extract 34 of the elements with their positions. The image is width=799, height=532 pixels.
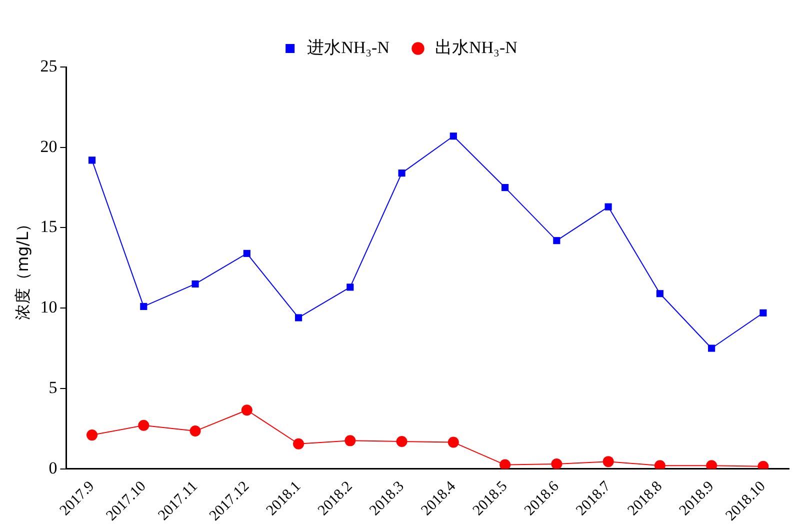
point: [502, 184, 509, 192]
point: [140, 302, 148, 310]
point: [346, 284, 354, 291]
y-tick-label: 0: [48, 458, 58, 478]
point: [241, 404, 252, 416]
point: [760, 309, 767, 316]
point: [294, 314, 302, 322]
point: [138, 420, 150, 431]
point: [88, 156, 96, 164]
point: [450, 132, 457, 140]
point: [553, 237, 560, 244]
point: [708, 344, 716, 352]
legend-label: 出水NH₃-N: [435, 38, 518, 57]
point: [344, 435, 356, 446]
y-tick-label: 25: [40, 56, 58, 76]
point: [192, 280, 199, 288]
point: [448, 436, 459, 448]
point: [243, 250, 250, 257]
point: [604, 203, 612, 210]
point: [398, 170, 406, 177]
point: [602, 456, 614, 468]
y-tick-label: 15: [40, 217, 58, 236]
y-axis-title: 浓度（mg/L）: [12, 216, 32, 320]
point: [551, 458, 562, 469]
point: [190, 426, 201, 437]
y-tick-label: 20: [40, 136, 58, 156]
point: [656, 290, 664, 298]
point: [86, 430, 98, 441]
y-tick-label: 5: [48, 378, 58, 397]
point: [500, 459, 511, 469]
point: [293, 438, 304, 450]
y-tick-label: 10: [40, 298, 58, 317]
legend-label: 进水NH₃-N: [307, 38, 390, 57]
point: [396, 436, 408, 447]
